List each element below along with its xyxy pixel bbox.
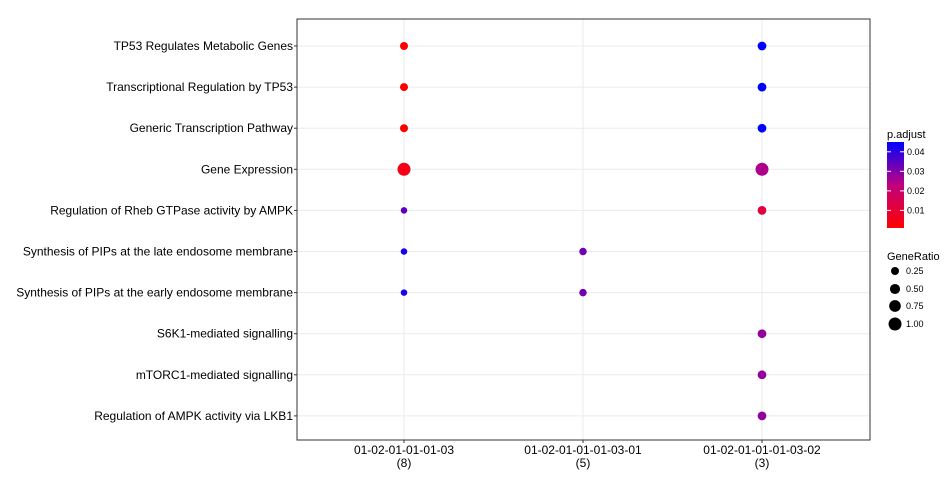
size-legend-label: 1.00 xyxy=(906,319,924,329)
size-legend-dot xyxy=(888,317,902,331)
points-layer xyxy=(397,41,769,421)
data-point xyxy=(757,206,767,215)
data-point xyxy=(579,247,587,256)
size-legend: GeneRatio 0.25 0.50 0.75 1.00 xyxy=(887,251,940,331)
x-tick-label: 01-02-01-01-01-03 xyxy=(354,443,454,457)
y-tick-label: Regulation of AMPK activity via LKB1 xyxy=(94,409,293,423)
y-tick-label: Synthesis of PIPs at the early endosome … xyxy=(16,286,293,300)
data-point xyxy=(757,123,767,133)
data-point xyxy=(400,207,408,214)
colorbar xyxy=(887,142,904,228)
color-legend: p.adjust 0.01 0.02 0.03 0.04 xyxy=(887,129,926,228)
data-point xyxy=(400,83,408,92)
grid-lines xyxy=(297,19,870,440)
x-tick-count: (3) xyxy=(755,456,770,470)
colorbar-ticks: 0.01 0.02 0.03 0.04 xyxy=(887,147,925,215)
data-point xyxy=(579,288,587,297)
size-legend-dot xyxy=(889,283,901,295)
size-legend-title: GeneRatio xyxy=(887,251,940,263)
size-legend-dot xyxy=(889,300,901,312)
y-tick-label: Transcriptional Regulation by TP53 xyxy=(106,80,293,94)
y-tick-label: Regulation of Rheb GTPase activity by AM… xyxy=(50,203,293,217)
colorbar-tick-label: 0.02 xyxy=(907,186,925,196)
size-legend-label: 0.25 xyxy=(906,266,924,276)
x-tick-count: (5) xyxy=(576,456,591,470)
data-point xyxy=(757,370,767,380)
y-tick-label: mTORC1-mediated signalling xyxy=(136,368,293,382)
size-legend-dot xyxy=(891,267,899,275)
size-legend-label: 0.50 xyxy=(906,284,924,294)
y-tick-label: TP53 Regulates Metabolic Genes xyxy=(114,39,293,53)
colorbar-tick-label: 0.03 xyxy=(907,166,925,176)
plot-panel xyxy=(296,18,871,441)
data-point xyxy=(400,248,408,255)
y-tick-label: Gene Expression xyxy=(201,162,293,176)
data-point xyxy=(757,82,767,92)
x-tick-label: 01-02-01-01-01-03-02 xyxy=(703,443,821,457)
data-point xyxy=(397,162,411,176)
data-point xyxy=(757,41,767,51)
y-axis: TP53 Regulates Metabolic Genes Transcript… xyxy=(16,39,297,423)
x-axis: 01-02-01-01-01-03(8) 01-02-01-01-01-03-01… xyxy=(354,440,821,470)
data-point xyxy=(400,289,408,296)
size-legend-items: 0.25 0.50 0.75 1.00 xyxy=(888,266,924,331)
colorbar-tick-label: 0.01 xyxy=(907,205,925,215)
y-tick-label: S6K1-mediated signalling xyxy=(157,327,293,341)
data-point xyxy=(757,411,767,421)
data-point xyxy=(757,329,767,339)
y-tick-label: Synthesis of PIPs at the late endosome m… xyxy=(23,245,293,259)
y-tick-label: Generic Transcription Pathway xyxy=(130,121,293,135)
x-tick-label: 01-02-01-01-01-03-01 xyxy=(524,443,642,457)
data-point xyxy=(755,162,769,176)
color-legend-title: p.adjust xyxy=(887,129,926,141)
size-legend-label: 0.75 xyxy=(906,301,924,311)
x-tick-count: (8) xyxy=(397,456,412,470)
data-point xyxy=(400,42,408,50)
data-point xyxy=(400,124,408,133)
colorbar-tick-label: 0.04 xyxy=(907,147,925,157)
